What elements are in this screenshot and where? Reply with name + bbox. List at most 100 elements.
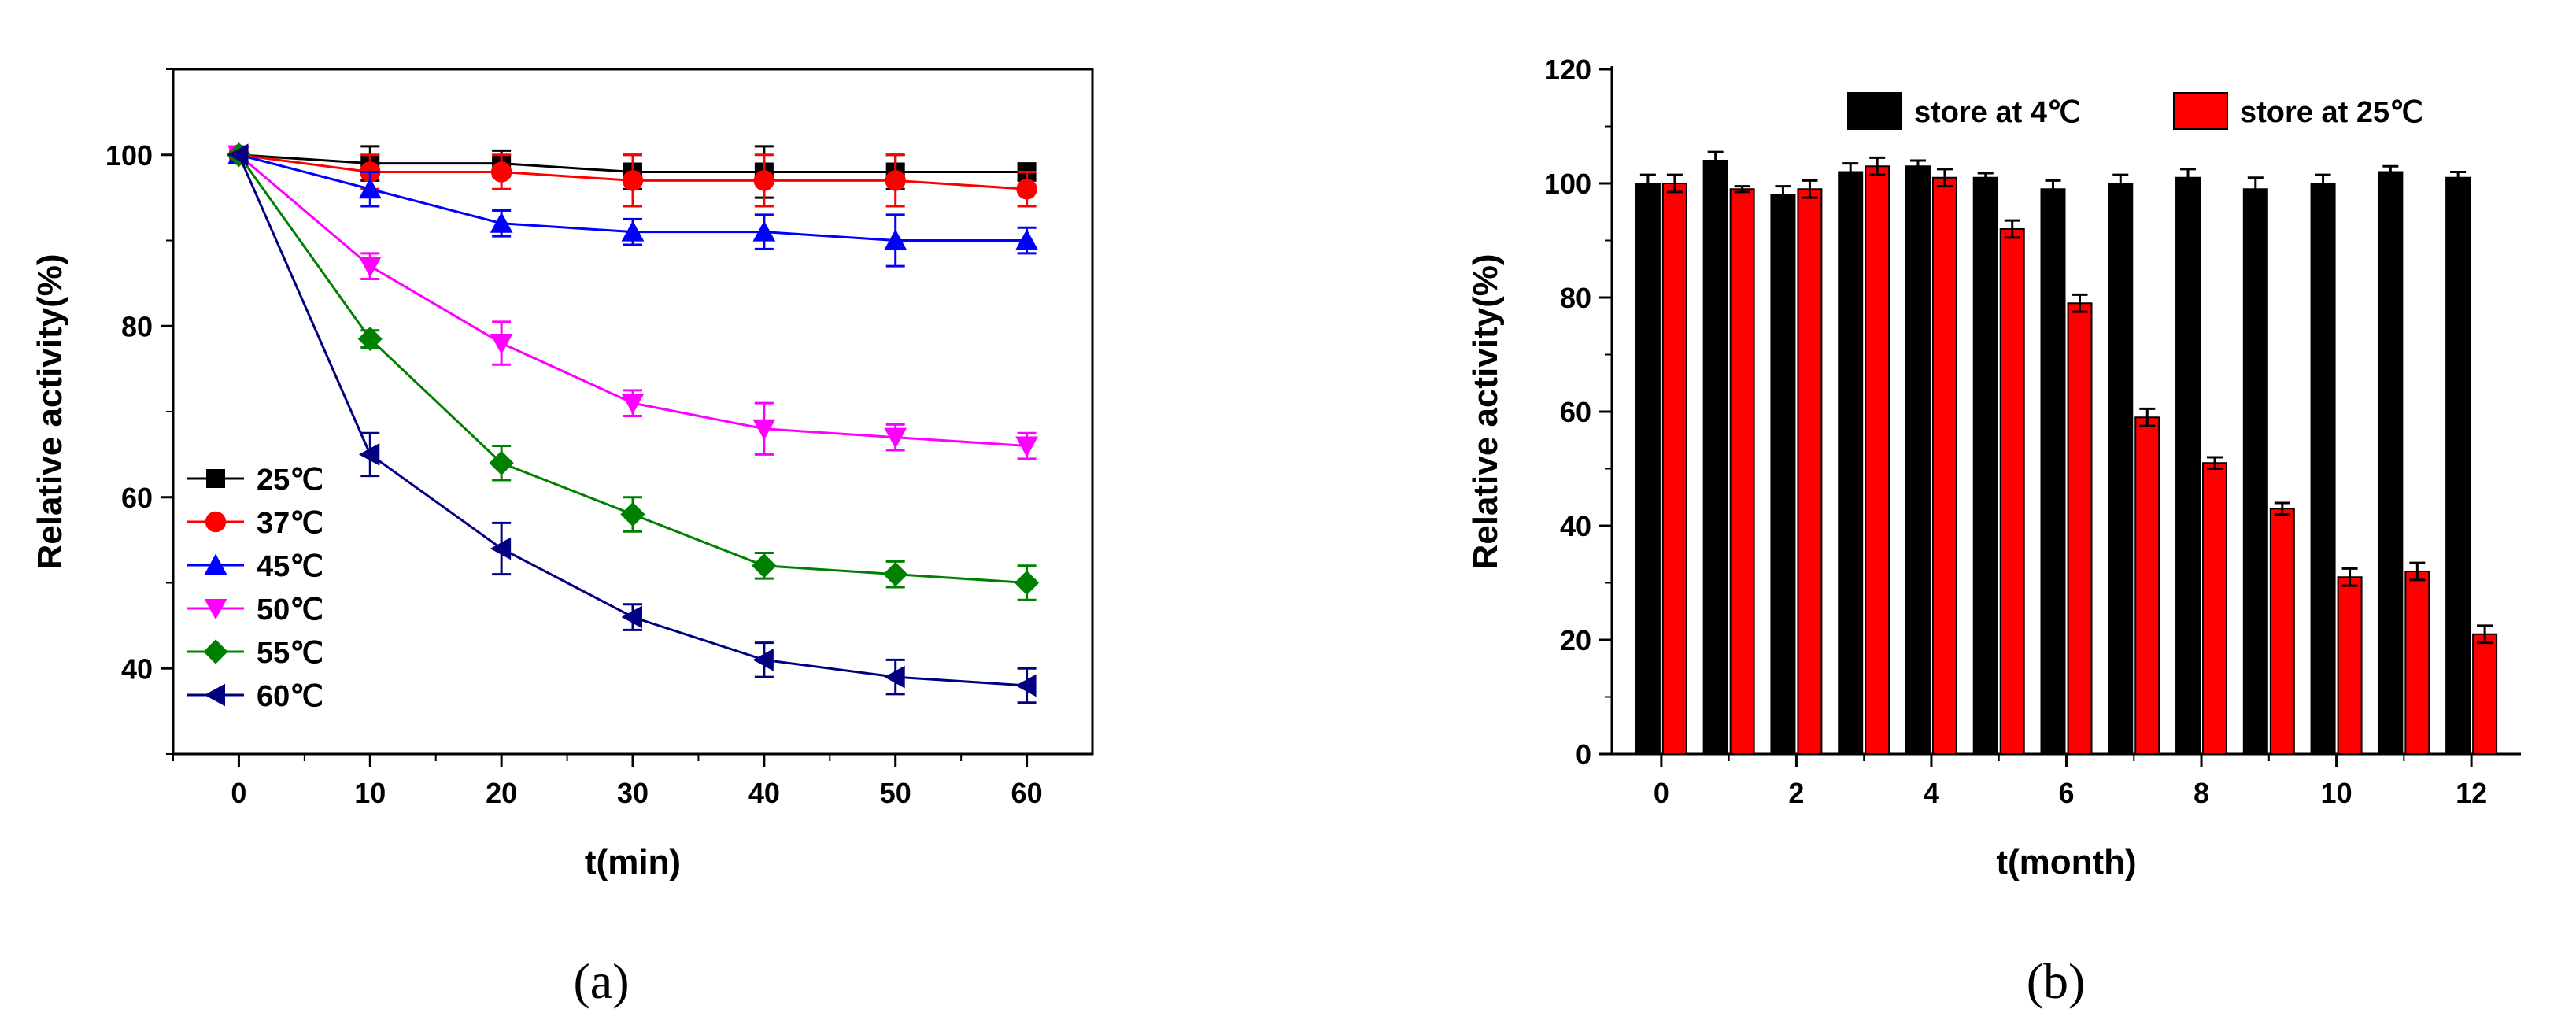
panel-a-axes: 0 10 20 30 40 50 60 40 60 80 100 <box>105 68 1043 809</box>
panel-b-y-tick-label: 0 <box>1576 738 1591 771</box>
panel-a-series-2-point <box>752 220 776 242</box>
panel-a-series-4-point <box>489 450 514 475</box>
panel-a-series-1-point <box>753 170 775 191</box>
panel-b-bar-series-1 <box>1931 176 1957 755</box>
panel-a-y-tick-label: 80 <box>121 310 153 342</box>
panel-a-series-5-point <box>227 143 249 167</box>
panel-b-x-axis-label: t(month) <box>1996 843 2136 882</box>
panel-a-series-1-point <box>490 161 512 183</box>
panel-b-x-tick-label: 10 <box>2321 777 2352 809</box>
panel-a-series-3-point <box>621 394 645 415</box>
panel-a-legend-label: 55℃ <box>257 637 323 670</box>
panel-a-legend-marker <box>204 553 227 575</box>
panel-a-legend-label: 37℃ <box>257 507 323 540</box>
panel-b-bar-series-0 <box>1905 165 1931 755</box>
panel-b-bar-series-1 <box>2472 633 2498 755</box>
panel-a-legend-label: 45℃ <box>257 550 323 583</box>
panel-b-bar-series-0 <box>1702 160 1728 755</box>
panel-a-series-2-point <box>358 177 382 199</box>
panel-a-x-tick-label: 40 <box>748 777 780 809</box>
panel-b-legend-label: store at 25℃ <box>2240 96 2423 129</box>
panel-b-bar-series-1 <box>1999 228 2025 755</box>
panel-a-series-5-point <box>490 537 512 560</box>
panel-b-x-tick-label: 4 <box>1924 777 1939 809</box>
panel-b-bar-series-0 <box>1635 183 1661 755</box>
panel-b-bar-series-0 <box>2108 183 2134 755</box>
panel-a-series-3-point <box>1015 436 1038 457</box>
panel-a-series-4-point <box>883 562 908 587</box>
panel-a-legend-marker <box>206 469 225 488</box>
panel-a-series-2-point <box>621 220 645 242</box>
panel-b-bar-series-1 <box>2202 462 2228 755</box>
panel-b-bars <box>1635 150 2498 755</box>
panel-b-bar-series-1 <box>2134 416 2160 755</box>
panel-b-bar-series-1 <box>2067 302 2093 755</box>
panel-a-y-tick-label: 60 <box>121 482 153 514</box>
panel-a-series-4-point <box>357 326 383 352</box>
panel-b-legend-swatch <box>1847 92 1902 130</box>
panel-a-line-chart: 0 10 20 30 40 50 60 40 60 80 100 25℃ 37℃ 45℃ 50℃ 55℃ 60… <box>31 68 1094 1009</box>
panel-b-bar-series-0 <box>1972 176 1998 755</box>
panel-b-bar-series-0 <box>1838 171 1864 755</box>
panel-b-y-tick-label: 120 <box>1544 54 1591 86</box>
panel-a-series-3-point <box>358 257 382 278</box>
panel-b-legend-label: store at 4℃ <box>1914 96 2081 129</box>
panel-a-series-1-point <box>622 170 644 191</box>
panel-a-legend-marker <box>203 639 228 664</box>
panel-a-x-tick-label: 20 <box>486 777 517 809</box>
panel-a-series-1-point <box>1016 179 1037 200</box>
panel-a-series-5-point <box>752 648 774 671</box>
panel-a-legend-marker <box>204 683 225 707</box>
panel-a-x-axis-label: t(min) <box>585 843 681 882</box>
panel-a-series-3-point <box>884 427 907 449</box>
panel-b-bar-series-1 <box>2269 508 2295 755</box>
panel-b-bar-series-1 <box>1797 188 1823 755</box>
panel-b-x-tick-label: 2 <box>1788 777 1804 809</box>
panel-b-y-tick-label: 80 <box>1560 282 1591 314</box>
panel-a-series-3-point <box>490 334 513 355</box>
panel-b-bar-series-0 <box>2175 176 2201 755</box>
panel-a-y-axis-label: Relative activity(%) <box>31 253 69 569</box>
panel-a-series-1-point <box>885 170 906 191</box>
panel-a-series-3-point <box>752 419 776 441</box>
panel-a-series-4-point <box>752 553 777 578</box>
panel-a-x-tick-label: 10 <box>354 777 386 809</box>
panel-b-bar-series-1 <box>1729 188 1755 755</box>
panel-a-legend-label: 50℃ <box>257 593 323 627</box>
panel-b-bar-series-1 <box>2404 571 2430 755</box>
panel-b-x-tick-label: 6 <box>2058 777 2074 809</box>
panel-a-series-5-point <box>358 442 380 466</box>
panel-b-y-tick-label: 100 <box>1544 168 1591 200</box>
panel-b-x-tick-label: 8 <box>2193 777 2209 809</box>
panel-a-label: (a) <box>573 953 629 1009</box>
panel-b-bar-series-1 <box>2337 576 2363 755</box>
panel-a-series-5-point <box>621 605 642 629</box>
panel-a-x-tick-label: 0 <box>231 777 246 809</box>
panel-b-bar-series-0 <box>2242 188 2268 755</box>
panel-a-legend: 25℃ 37℃ 45℃ 50℃ 55℃ 60℃ <box>187 464 323 713</box>
panel-a-x-tick-label: 60 <box>1011 777 1043 809</box>
panel-b-y-tick-label: 20 <box>1560 624 1591 656</box>
panel-a-series-2-point <box>490 212 513 233</box>
panel-b-bar-series-0 <box>2040 188 2066 755</box>
panel-b-x-tick-label: 0 <box>1654 777 1669 809</box>
panel-b-legend-swatch <box>2173 92 2228 130</box>
panel-a-series-4-point <box>1014 570 1040 596</box>
panel-a-series-2-point <box>884 229 907 250</box>
panel-a-series-2-point <box>1015 229 1038 250</box>
panel-b-y-tick-label: 60 <box>1560 396 1591 428</box>
panel-a-series-5-point <box>1015 674 1037 697</box>
panel-b-bar-series-0 <box>2445 176 2471 755</box>
panel-a-series-4-point <box>620 501 645 527</box>
panel-a-y-tick-label: 40 <box>121 652 153 685</box>
panel-a-series-5-point <box>884 665 905 689</box>
panel-b-axes: 0 20 40 60 80 100 120 0 2 4 6 8 10 12 <box>1544 54 2521 809</box>
panel-a-y-tick-label: 100 <box>105 139 153 172</box>
panel-b-bar-series-0 <box>1770 194 1796 755</box>
panel-b-bar-series-1 <box>1661 183 1687 755</box>
panel-a-legend-label: 60℃ <box>257 680 323 713</box>
panel-a-series <box>226 142 1040 704</box>
panel-a-legend-label: 25℃ <box>257 464 323 497</box>
